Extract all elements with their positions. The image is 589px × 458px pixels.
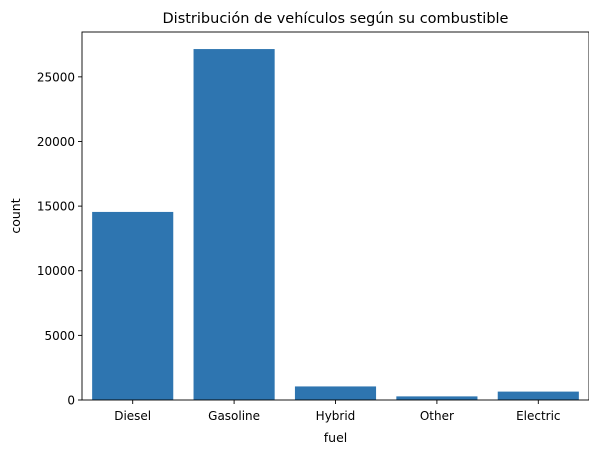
y-tick-label: 20000	[37, 135, 75, 149]
y-tick-label: 25000	[37, 70, 75, 84]
x-tick-label: Electric	[516, 409, 560, 423]
y-axis-label: count	[8, 198, 23, 233]
x-tick-label: Hybrid	[316, 409, 356, 423]
y-tick-label: 5000	[44, 329, 75, 343]
x-tick-label: Gasoline	[208, 409, 260, 423]
y-tick-label: 10000	[37, 264, 75, 278]
x-axis: Diesel Gasoline Hybrid Other Electric	[114, 400, 561, 423]
bar-other	[396, 396, 478, 400]
x-axis-label: fuel	[324, 430, 348, 445]
bars-group	[92, 49, 579, 401]
y-tick-label: 0	[67, 394, 75, 408]
plot-frame	[81, 31, 589, 401]
y-axis: 0 5000 10000 15000 20000 25000	[37, 70, 82, 408]
chart-title: Distribución de vehículos según su combu…	[163, 11, 509, 27]
y-tick-label: 15000	[37, 200, 75, 214]
x-tick-label: Other	[420, 409, 454, 423]
bar-gasoline	[193, 49, 275, 401]
bar-electric	[497, 391, 579, 400]
x-tick-label: Diesel	[114, 409, 151, 423]
bar-hybrid	[294, 386, 377, 400]
bar-diesel	[92, 211, 174, 400]
